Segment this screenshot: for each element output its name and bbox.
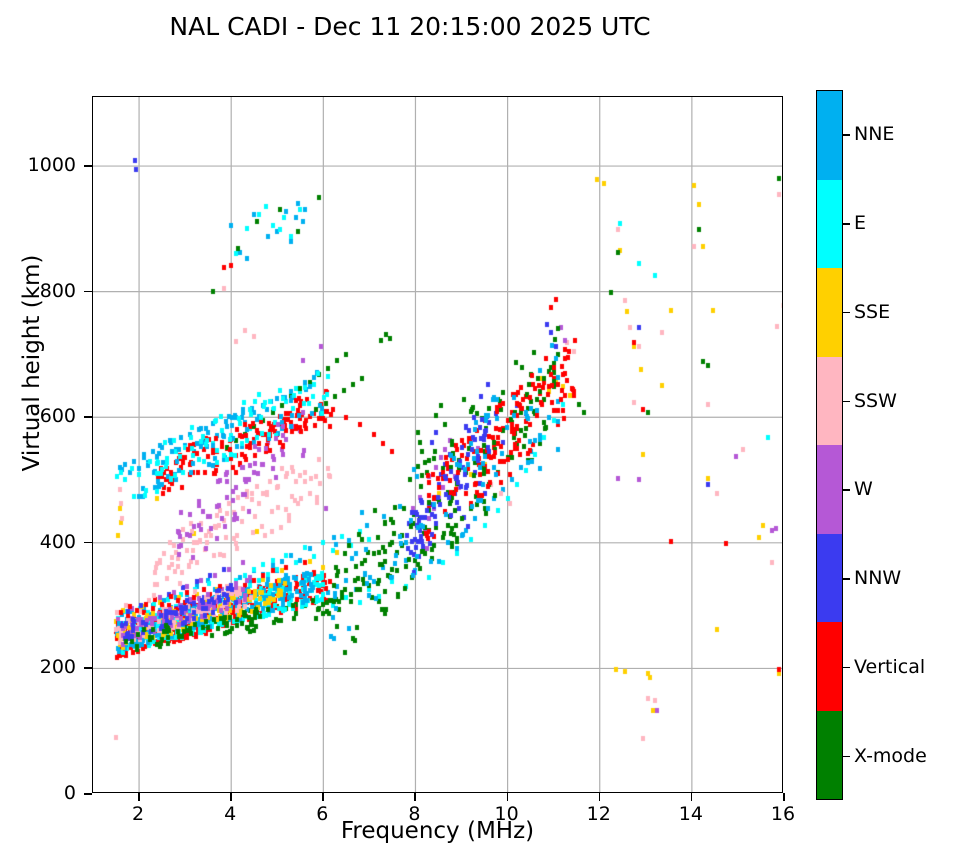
y-tick-mark bbox=[84, 416, 92, 418]
y-tick-label: 800 bbox=[39, 279, 76, 302]
x-tick-mark bbox=[414, 793, 417, 801]
x-tick-label: 2 bbox=[132, 803, 145, 825]
y-tick-label: 0 bbox=[63, 782, 76, 804]
x-axis-label: Frequency (MHz) bbox=[340, 818, 535, 844]
x-tick-mark bbox=[138, 793, 140, 801]
colorbar-label-nnw: NNW bbox=[854, 567, 902, 590]
colorbar-tick bbox=[843, 311, 850, 314]
colorbar-segment-nnw bbox=[817, 533, 842, 622]
plot-area bbox=[92, 96, 783, 793]
x-tick-mark bbox=[506, 793, 509, 801]
x-tick-label: 6 bbox=[316, 803, 329, 825]
colorbar-segment-w bbox=[817, 445, 842, 534]
colorbar-tick bbox=[843, 578, 850, 580]
colorbar-tick bbox=[843, 400, 850, 403]
colorbar-tick bbox=[843, 223, 850, 225]
y-tick-label: 200 bbox=[39, 656, 76, 679]
x-tick-mark bbox=[598, 793, 601, 801]
page-title: NAL CADI - Dec 11 20:15:00 2025 UTC bbox=[169, 12, 651, 41]
colorbar-segment-x-mode bbox=[817, 710, 842, 799]
x-tick-label: 10 bbox=[494, 803, 519, 825]
colorbar-label-vertical: Vertical bbox=[854, 655, 926, 678]
x-tick-label: 14 bbox=[678, 803, 703, 825]
y-tick-label: 400 bbox=[39, 530, 76, 553]
y-tick-mark bbox=[84, 541, 92, 544]
colorbar-label-x-mode: X-mode bbox=[854, 744, 927, 767]
y-tick-mark bbox=[84, 290, 92, 293]
x-tick-label: 8 bbox=[408, 803, 421, 825]
ionogram-scatter-canvas bbox=[93, 97, 782, 792]
colorbar-segment-sse bbox=[817, 268, 842, 357]
x-tick-mark bbox=[690, 793, 693, 801]
x-tick-mark bbox=[783, 793, 785, 801]
x-tick-mark bbox=[230, 793, 232, 801]
y-axis-label: Virtual height (km) bbox=[19, 254, 45, 472]
y-tick-label: 1000 bbox=[27, 154, 76, 177]
y-tick-mark bbox=[84, 165, 92, 167]
colorbar-segment-e bbox=[817, 179, 842, 268]
colorbar-tick bbox=[843, 666, 850, 669]
colorbar-label-ssw: SSW bbox=[854, 389, 897, 412]
colorbar-segment-vertical bbox=[817, 622, 842, 711]
colorbar-label-nne: NNE bbox=[854, 123, 895, 146]
x-tick-label: 16 bbox=[770, 803, 796, 825]
colorbar bbox=[816, 90, 843, 800]
y-tick-mark bbox=[84, 667, 92, 669]
colorbar-segment-ssw bbox=[817, 356, 842, 445]
colorbar-tick bbox=[843, 489, 850, 491]
colorbar-tick bbox=[843, 134, 850, 136]
colorbar-segment-nne bbox=[817, 91, 842, 180]
x-tick-label: 4 bbox=[224, 803, 237, 825]
x-tick-label: 12 bbox=[586, 803, 611, 825]
y-tick-label: 600 bbox=[39, 405, 76, 428]
colorbar-label-sse: SSE bbox=[854, 300, 891, 323]
colorbar-label-e: E bbox=[854, 212, 867, 235]
x-tick-mark bbox=[322, 793, 324, 801]
colorbar-label-w: W bbox=[854, 478, 873, 501]
colorbar-tick bbox=[843, 755, 850, 758]
y-tick-mark bbox=[84, 793, 92, 795]
